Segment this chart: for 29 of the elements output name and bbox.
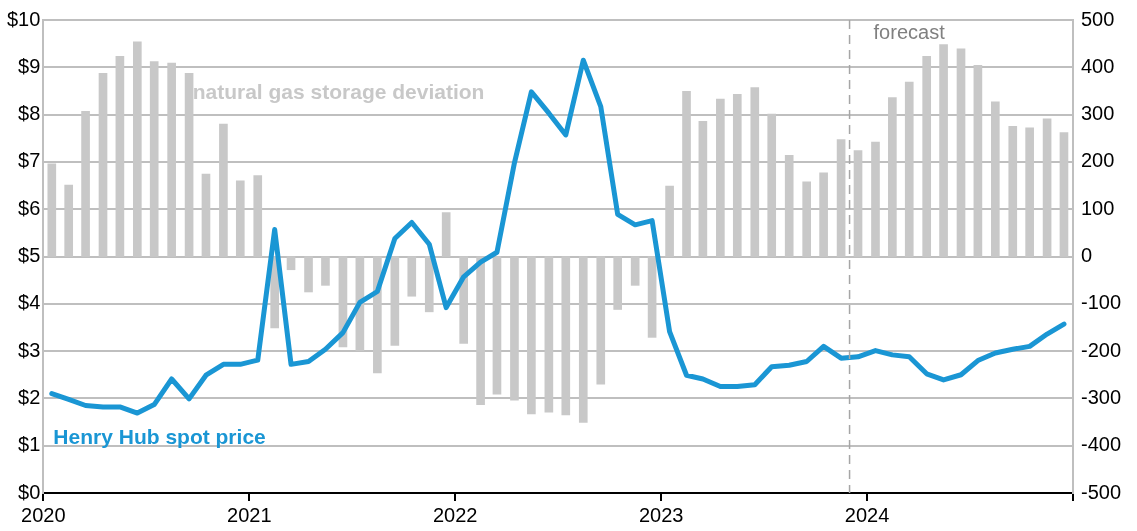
y2-tick-label: 500 <box>1080 7 1115 30</box>
y-tick-label: $4 <box>18 291 41 314</box>
y-tick-label: $10 <box>6 7 41 30</box>
y2-tick-label: 400 <box>1080 54 1115 77</box>
x-tick-label: 2020 <box>21 503 66 526</box>
y-tick-label: $0 <box>18 480 41 503</box>
y-tick-label: $3 <box>18 338 41 361</box>
ref-line-label: forecast <box>873 20 946 43</box>
y2-tick-label: 100 <box>1080 196 1115 219</box>
x-tick-label: 2023 <box>638 503 684 526</box>
y2-tick-label: -200 <box>1080 338 1121 361</box>
y2-tick-label: -400 <box>1080 433 1121 456</box>
y2-tick-label: -500 <box>1080 480 1121 503</box>
y-tick-label: $8 <box>18 102 41 125</box>
y-tick-label: $6 <box>18 196 41 219</box>
y-tick-label: $2 <box>18 385 41 408</box>
y2-tick-label: -100 <box>1080 291 1121 314</box>
y2-tick-label: 300 <box>1080 102 1115 125</box>
y-tick-label: $1 <box>18 433 41 456</box>
y2-tick-label: 0 <box>1080 244 1093 267</box>
y-tick-label: $7 <box>18 149 41 172</box>
series-label: Henry Hub spot price <box>53 425 266 449</box>
x-tick-label: 2022 <box>432 503 478 526</box>
y-tick-label: $5 <box>18 244 41 267</box>
y-tick-label: $9 <box>18 54 41 77</box>
x-tick-label: 2024 <box>844 503 890 526</box>
y2-tick-label: -300 <box>1080 385 1121 408</box>
y2-tick-label: 200 <box>1080 149 1115 172</box>
x-tick-label: 2021 <box>227 503 272 526</box>
